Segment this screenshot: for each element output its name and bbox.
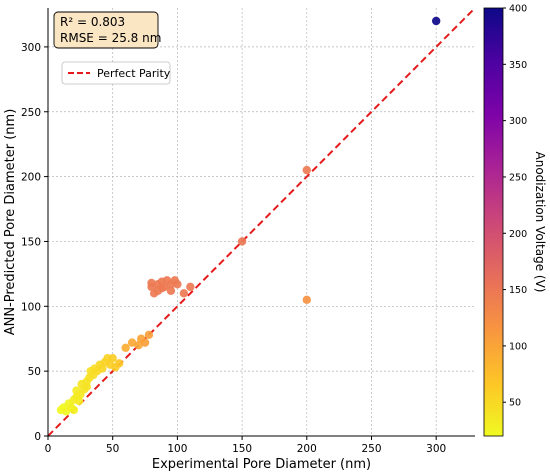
x-axis-title: Experimental Pore Diameter (nm) xyxy=(152,457,371,472)
data-point xyxy=(74,396,84,406)
data-point xyxy=(69,405,79,415)
data-point xyxy=(82,382,92,391)
data-point xyxy=(160,282,169,292)
data-point xyxy=(431,16,441,26)
y-tick-label: 0 xyxy=(34,431,41,443)
data-point xyxy=(108,353,117,363)
x-tick-label: 100 xyxy=(167,443,187,455)
data-point xyxy=(173,280,182,289)
colorbar-tick-label: 250 xyxy=(509,172,527,183)
data-point xyxy=(127,338,137,347)
x-tick-label: 150 xyxy=(232,443,252,455)
colorbar-ticks: 50 100 150 200 250 300 350 400 xyxy=(503,4,527,409)
y-tick-label: 150 xyxy=(21,236,41,248)
colorbar-title: Anodization Voltage (V) xyxy=(533,152,547,293)
colorbar: 50 100 150 200 250 300 350 400 Anodization Volt… xyxy=(483,4,547,437)
y-tick-label: 200 xyxy=(21,172,41,184)
colorbar-tick-label: 150 xyxy=(509,285,527,296)
legend-label-parity: Perfect Parity xyxy=(97,67,171,80)
data-point xyxy=(186,282,195,292)
colorbar-tick-label: 50 xyxy=(509,398,521,409)
data-point xyxy=(302,165,311,175)
colorbar-tick-label: 400 xyxy=(509,4,527,15)
data-point xyxy=(302,295,311,305)
data-point xyxy=(134,341,143,350)
data-point xyxy=(140,338,150,347)
x-ticks: 0 50 100 150 200 250 300 xyxy=(45,436,446,455)
data-points xyxy=(56,16,441,416)
data-point xyxy=(147,278,156,288)
colorbar-tick-label: 100 xyxy=(509,341,527,352)
data-point xyxy=(179,289,189,298)
x-tick-label: 200 xyxy=(297,443,317,455)
r2-text: R² = 0.803 xyxy=(60,15,125,29)
x-tick-label: 300 xyxy=(426,443,446,455)
y-ticks: 0 50 100 150 200 250 300 xyxy=(21,42,48,443)
x-tick-label: 0 xyxy=(45,443,52,455)
data-point xyxy=(114,359,124,368)
colorbar-tick-label: 350 xyxy=(509,60,527,71)
y-tick-label: 50 xyxy=(28,366,41,378)
data-point xyxy=(237,237,247,246)
rmse-text: RMSE = 25.8 nm xyxy=(60,31,161,45)
data-point xyxy=(166,286,176,295)
y-tick-label: 250 xyxy=(21,107,41,119)
y-tick-label: 100 xyxy=(21,301,41,313)
data-point xyxy=(98,364,107,373)
x-tick-label: 250 xyxy=(361,443,381,455)
y-tick-label: 300 xyxy=(21,42,41,54)
legend: Perfect Parity xyxy=(61,61,171,85)
y-axis-title: ANN-Predicted Pore Diameter (nm) xyxy=(3,109,18,336)
data-point xyxy=(144,330,154,340)
x-tick-label: 50 xyxy=(106,443,119,455)
colorbar-tick-label: 200 xyxy=(509,229,527,240)
stats-box: R² = 0.803 RMSE = 25.8 nm xyxy=(53,11,161,49)
data-point xyxy=(121,343,130,353)
colorbar-tick-label: 300 xyxy=(509,116,527,127)
